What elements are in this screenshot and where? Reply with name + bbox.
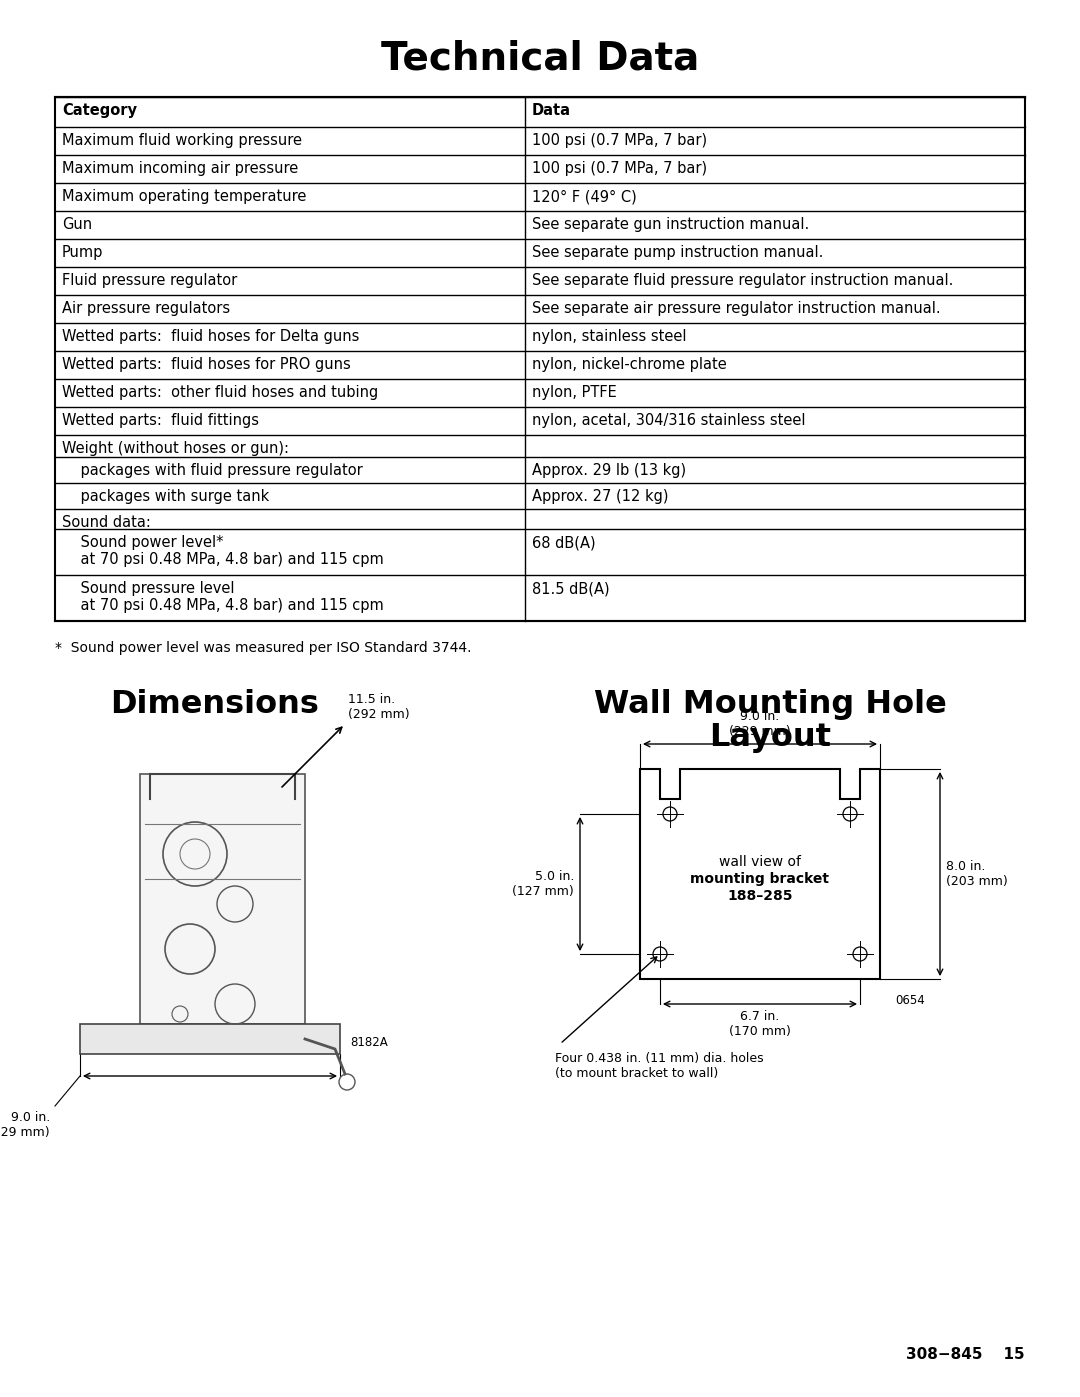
Text: Data: Data — [532, 103, 571, 117]
Text: Wall Mounting Hole: Wall Mounting Hole — [594, 689, 946, 719]
Text: 6.7 in.
(170 mm): 6.7 in. (170 mm) — [729, 1010, 791, 1038]
Text: Technical Data: Technical Data — [381, 39, 699, 77]
Text: See separate fluid pressure regulator instruction manual.: See separate fluid pressure regulator in… — [532, 272, 954, 288]
PathPatch shape — [640, 768, 880, 979]
Text: Wetted parts:  fluid hoses for Delta guns: Wetted parts: fluid hoses for Delta guns — [62, 330, 360, 344]
Text: Sound data:: Sound data: — [62, 515, 151, 529]
Text: packages with surge tank: packages with surge tank — [62, 489, 269, 504]
Text: 308−845    15: 308−845 15 — [906, 1347, 1025, 1362]
Text: Maximum fluid working pressure: Maximum fluid working pressure — [62, 133, 302, 148]
Text: Wetted parts:  fluid hoses for PRO guns: Wetted parts: fluid hoses for PRO guns — [62, 358, 351, 372]
Text: Dimensions: Dimensions — [110, 689, 320, 719]
Text: Air pressure regulators: Air pressure regulators — [62, 300, 230, 316]
Text: Gun: Gun — [62, 217, 92, 232]
Text: See separate pump instruction manual.: See separate pump instruction manual. — [532, 244, 823, 260]
Text: See separate air pressure regulator instruction manual.: See separate air pressure regulator inst… — [532, 300, 941, 316]
Text: wall view of: wall view of — [719, 855, 801, 869]
Text: 81.5 dB(A): 81.5 dB(A) — [532, 581, 609, 597]
Text: 5.0 in.
(127 mm): 5.0 in. (127 mm) — [512, 870, 573, 898]
Text: nylon, nickel-chrome plate: nylon, nickel-chrome plate — [532, 358, 727, 372]
Text: Wetted parts:  fluid fittings: Wetted parts: fluid fittings — [62, 414, 259, 427]
Text: See separate gun instruction manual.: See separate gun instruction manual. — [532, 217, 809, 232]
Text: Sound pressure level
    at 70 psi 0.48 MPa, 4.8 bar) and 115 cpm: Sound pressure level at 70 psi 0.48 MPa,… — [62, 581, 383, 613]
Text: 11.5 in.
(292 mm): 11.5 in. (292 mm) — [348, 693, 409, 721]
Text: Sound power level*
    at 70 psi 0.48 MPa, 4.8 bar) and 115 cpm: Sound power level* at 70 psi 0.48 MPa, 4… — [62, 535, 383, 567]
Text: 0654: 0654 — [895, 995, 924, 1007]
Text: Category: Category — [62, 103, 137, 117]
Text: mounting bracket: mounting bracket — [690, 872, 829, 886]
Text: Wetted parts:  other fluid hoses and tubing: Wetted parts: other fluid hoses and tubi… — [62, 386, 378, 400]
Text: Fluid pressure regulator: Fluid pressure regulator — [62, 272, 238, 288]
Text: Four 0.438 in. (11 mm) dia. holes
(to mount bracket to wall): Four 0.438 in. (11 mm) dia. holes (to mo… — [555, 1052, 764, 1080]
Text: Pump: Pump — [62, 244, 104, 260]
Text: 9.0 in.
(229 mm): 9.0 in. (229 mm) — [0, 1111, 50, 1139]
Text: Approx. 29 lb (13 kg): Approx. 29 lb (13 kg) — [532, 462, 686, 478]
Text: 100 psi (0.7 MPa, 7 bar): 100 psi (0.7 MPa, 7 bar) — [532, 133, 707, 148]
Text: 120° F (49° C): 120° F (49° C) — [532, 189, 637, 204]
Text: 8182A: 8182A — [350, 1037, 388, 1049]
Bar — [140, 774, 305, 1024]
Text: nylon, PTFE: nylon, PTFE — [532, 386, 617, 400]
Text: Maximum incoming air pressure: Maximum incoming air pressure — [62, 161, 298, 176]
Text: 8.0 in.
(203 mm): 8.0 in. (203 mm) — [946, 861, 1008, 888]
Bar — [55, 96, 1025, 622]
Text: 9.0 in.
(229 mm): 9.0 in. (229 mm) — [729, 710, 791, 738]
Text: nylon, stainless steel: nylon, stainless steel — [532, 330, 687, 344]
Text: Approx. 27 (12 kg): Approx. 27 (12 kg) — [532, 489, 669, 504]
Bar — [80, 1024, 340, 1053]
Text: nylon, acetal, 304/316 stainless steel: nylon, acetal, 304/316 stainless steel — [532, 414, 806, 427]
Text: 68 dB(A): 68 dB(A) — [532, 535, 596, 550]
Text: Layout: Layout — [708, 722, 831, 753]
Text: 100 psi (0.7 MPa, 7 bar): 100 psi (0.7 MPa, 7 bar) — [532, 161, 707, 176]
Text: Maximum operating temperature: Maximum operating temperature — [62, 189, 307, 204]
Text: packages with fluid pressure regulator: packages with fluid pressure regulator — [62, 462, 363, 478]
Text: 188–285: 188–285 — [727, 888, 793, 902]
Text: Weight (without hoses or gun):: Weight (without hoses or gun): — [62, 441, 289, 455]
Text: *  Sound power level was measured per ISO Standard 3744.: * Sound power level was measured per ISO… — [55, 641, 472, 655]
